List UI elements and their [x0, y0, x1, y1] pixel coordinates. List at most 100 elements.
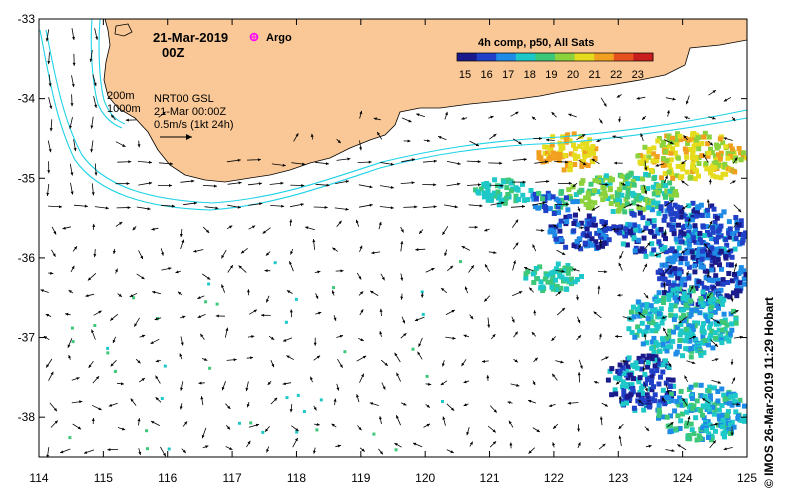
- current-vector-head: [709, 142, 713, 146]
- sst-pixel: [743, 272, 747, 278]
- sst-pixel: [631, 192, 637, 198]
- argo-label: Argo: [266, 32, 292, 44]
- sst-pixel: [710, 404, 716, 410]
- sst-pixel: [688, 384, 694, 390]
- sst-pixel: [727, 226, 733, 232]
- sst-pixel: [678, 260, 684, 266]
- y-tick-label: -37: [18, 331, 36, 345]
- current-vector-head: [316, 423, 320, 426]
- sst-pixel: [720, 171, 726, 177]
- current-vector-head: [612, 135, 616, 139]
- sst-pixel: [639, 320, 645, 326]
- current-vector-head: [200, 396, 204, 400]
- current-vector-head: [289, 409, 293, 413]
- sst-pixel: [563, 244, 569, 250]
- current-vector-head: [289, 219, 293, 223]
- sst-pixel: [712, 164, 718, 170]
- current-vector-head: [732, 117, 736, 121]
- argo-marker-icon: [249, 32, 259, 42]
- current-vector-head: [229, 265, 233, 269]
- sst-pixel: [583, 201, 589, 207]
- sst-pixel: [703, 313, 709, 319]
- sst-pixel: [717, 226, 723, 232]
- sst-pixel: [668, 211, 674, 217]
- sst-pixel: [693, 227, 698, 232]
- current-vector-head: [382, 386, 386, 390]
- sst-pixel: [585, 195, 591, 201]
- sst-pixel: [579, 274, 584, 279]
- current-vector-head: [46, 192, 50, 196]
- sst-pixel: [672, 408, 678, 414]
- sst-pixel: [735, 415, 741, 421]
- isobath-200m-label: 200m: [107, 90, 135, 102]
- current-vector-head: [180, 387, 183, 391]
- sst-pixel: [722, 327, 728, 333]
- current-vector-head: [332, 247, 336, 251]
- sst-pixel: [680, 161, 686, 167]
- current-vector-head: [654, 253, 658, 257]
- sst-pixel: [672, 150, 678, 156]
- current-vector-head: [534, 357, 538, 361]
- current-vector-head: [112, 339, 116, 343]
- sst-pixel: [600, 197, 606, 203]
- sst-pixel: [689, 323, 695, 329]
- current-vector-head: [289, 309, 293, 313]
- sst-pixel: [705, 252, 711, 258]
- current-vector-head: [511, 319, 515, 323]
- x-axis: 114 115 116 117 118 119 120 121 122 123 124 125: [29, 19, 757, 485]
- current-vector-head: [331, 290, 335, 294]
- x-tick-label: 123: [608, 471, 628, 485]
- sst-pixel: [603, 173, 609, 179]
- sst-pixel: [642, 144, 648, 150]
- sst-pixel: [698, 436, 704, 442]
- sst-pixel: [692, 269, 698, 275]
- sst-pixel: [661, 139, 666, 145]
- current-vector-head: [618, 435, 622, 439]
- sst-pixel: [693, 155, 699, 161]
- sst-pixel: [666, 395, 672, 401]
- current-vector-head: [663, 327, 666, 332]
- current-vector-head: [53, 408, 57, 412]
- sst-pixel: [696, 161, 702, 166]
- sst-pixel: [621, 392, 627, 398]
- y-tick-label: -35: [18, 171, 36, 185]
- sst-pixel: [699, 248, 705, 254]
- sst-pixel: [607, 180, 613, 186]
- current-vector-head: [68, 355, 72, 359]
- current-vector-head: [726, 249, 731, 253]
- current-vector-head: [640, 133, 644, 137]
- sst-pixel: [215, 302, 219, 306]
- current-vector-head: [438, 136, 442, 139]
- sst-pixel: [536, 190, 542, 196]
- sst-pixel: [523, 275, 529, 281]
- sst-pixel: [648, 229, 654, 234]
- sst-pixel: [668, 150, 674, 156]
- current-vector-head: [369, 402, 374, 405]
- sst-pixel: [674, 299, 680, 305]
- sst-pixel: [558, 218, 564, 224]
- sst-pixel: [545, 190, 551, 196]
- sst-pixel: [708, 146, 713, 152]
- sst-pixel: [565, 207, 571, 213]
- current-vector-head: [331, 423, 335, 427]
- colorbar-swatch: [535, 53, 556, 61]
- current-vector-head: [326, 183, 330, 187]
- sst-patches: [68, 130, 747, 452]
- sst-pixel: [622, 209, 628, 215]
- sst-pixel: [635, 224, 641, 230]
- current-vector-head: [359, 110, 363, 115]
- current-vector-head: [91, 418, 95, 422]
- current-vector-head: [368, 160, 372, 164]
- current-vector-head: [687, 416, 691, 420]
- current-vector-head: [384, 362, 388, 366]
- sst-pixel: [654, 368, 660, 374]
- sst-pixel: [483, 183, 489, 189]
- current-vector-head: [704, 243, 708, 247]
- sst-pixel: [667, 384, 673, 389]
- sst-pixel: [559, 197, 565, 203]
- colorbar-swatch: [476, 53, 497, 61]
- sst-pixel: [659, 246, 665, 252]
- sst-pixel: [542, 144, 548, 150]
- sst-pixel: [611, 225, 617, 231]
- current-vector-head: [147, 207, 151, 211]
